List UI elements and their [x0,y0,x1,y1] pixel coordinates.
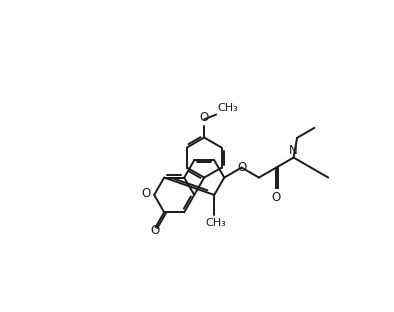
Text: CH₃: CH₃ [218,103,238,113]
Text: O: O [142,187,151,200]
Text: O: O [200,111,209,124]
Text: CH₃: CH₃ [205,218,226,228]
Text: O: O [150,224,160,237]
Text: O: O [237,161,246,174]
Text: N: N [289,144,298,157]
Text: O: O [271,192,281,204]
